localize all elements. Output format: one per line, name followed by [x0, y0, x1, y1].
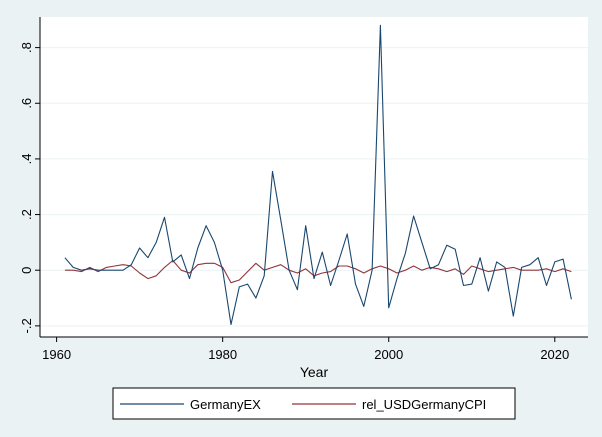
x-axis-title: Year [300, 364, 329, 380]
series-layer [64, 24, 572, 326]
x-tick-label: 1960 [42, 347, 71, 362]
series-line-germanyex [64, 24, 572, 326]
y-axis-ticks: -.2 0 .2 .4 .6 .8 [19, 42, 40, 333]
grid-lines [40, 47, 588, 327]
x-tick-label: 2000 [374, 347, 403, 362]
y-tick-label: .8 [19, 42, 34, 53]
y-tick-label: .6 [19, 98, 34, 109]
y-tick-label: 0 [19, 267, 34, 274]
y-tick-label: .2 [19, 209, 34, 220]
y-tick-label: .4 [19, 153, 34, 164]
x-axis-ticks: 1960 1980 2000 2020 [42, 337, 569, 362]
legend-label-germanyex: GermanyEX [190, 397, 261, 412]
plot-area [40, 17, 588, 337]
x-tick-label: 1980 [208, 347, 237, 362]
y-tick-label: -.2 [19, 318, 34, 333]
series-line-rel-usdgermanycpi [64, 259, 572, 284]
x-tick-label: 2020 [540, 347, 569, 362]
legend: GermanyEX rel_USDGermanyCPI [112, 387, 516, 420]
legend-label-rel-usdgermanycpi: rel_USDGermanyCPI [362, 397, 486, 412]
